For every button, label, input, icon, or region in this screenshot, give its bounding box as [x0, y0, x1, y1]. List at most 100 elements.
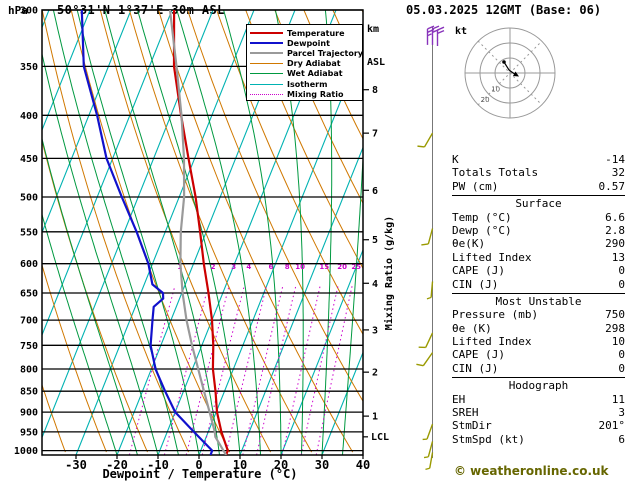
wet-adiabat-line	[321, 10, 333, 455]
parcel-trajectory-curve	[168, 10, 228, 455]
wind-barb	[416, 352, 434, 367]
isotherm-line	[42, 10, 91, 132]
index-label: K	[452, 153, 459, 166]
legend-item-label: Temperature	[287, 28, 345, 38]
index-value: 6	[618, 432, 625, 446]
mixing-ratio-line	[185, 285, 230, 455]
wind-barb-shaft	[426, 423, 434, 440]
wind-barb-half	[422, 438, 428, 441]
section-divider	[452, 195, 625, 197]
index-row: StmDir 201°	[452, 419, 625, 432]
km-tick-label: 4	[372, 279, 378, 290]
section-divider	[452, 377, 625, 379]
legend-line-swatch	[250, 42, 283, 45]
legend-item: Parcel Trajectory	[250, 48, 363, 58]
dry-adiabat-line	[42, 263, 107, 453]
wind-barb-full	[416, 363, 424, 367]
mixing-ratio-line	[315, 285, 353, 455]
wind-barb	[421, 228, 434, 246]
section-divider	[452, 292, 625, 294]
index-row: SREH 3	[452, 406, 625, 419]
mixing-ratio-label: 20	[337, 263, 347, 271]
legend-item: Temperature	[250, 28, 362, 38]
wind-barb-shaft	[422, 352, 434, 367]
dewpoint-curve	[80, 10, 214, 455]
legend-item: Isotherm	[250, 79, 362, 89]
index-value: 290	[605, 237, 625, 251]
pressure-tick-label: 500	[20, 193, 38, 204]
isotherm-line	[239, 146, 363, 455]
temp-tick-label: 20	[274, 458, 288, 472]
index-label: Temp (°C)	[452, 210, 512, 224]
isotherm-line	[75, 10, 255, 455]
wind-barb	[422, 423, 434, 441]
wind-barb-shaft	[429, 452, 434, 469]
hodograph-ring-label: 20	[481, 96, 490, 104]
index-label: StmSpd (kt)	[452, 432, 525, 446]
legend-item-label: Dry Adiabat	[287, 59, 341, 69]
indices-panel: K -14 Totals Totals 32 PW (cm) 0.57 Surface Tem…	[452, 153, 625, 446]
wind-barb-shaft	[427, 441, 434, 458]
wind-barb-shaft	[427, 228, 434, 245]
mixing-ratio-label: 4	[246, 263, 251, 271]
legend-item-label: Isotherm	[287, 79, 328, 89]
pressure-tick-label: 600	[20, 259, 38, 270]
index-value: 32	[611, 166, 625, 180]
hodograph-diagonal	[477, 40, 543, 106]
index-label: StmDir	[452, 419, 492, 433]
index-value: 0	[618, 264, 625, 278]
temperature-curve	[172, 10, 229, 455]
km-tick-label: 8	[372, 85, 378, 96]
wind-barb	[426, 281, 434, 300]
hodograph-trace	[503, 61, 517, 76]
index-value: -14	[605, 153, 625, 166]
index-value: 0	[618, 348, 625, 362]
index-label: CAPE (J)	[452, 348, 505, 362]
lcl-label: LCL	[371, 432, 389, 443]
mixing-ratio-label: 6	[268, 263, 273, 271]
legend-line-swatch	[250, 63, 283, 65]
index-label: θe (K)	[452, 321, 492, 335]
wind-barb-full	[437, 26, 445, 31]
altitude-axis-unit: km ASL	[367, 2, 391, 90]
temp-tick-label: -20	[106, 458, 128, 472]
wet-adiabat-line	[342, 149, 363, 455]
index-label: CIN (J)	[452, 361, 499, 375]
index-value: 750	[605, 308, 625, 322]
index-value: 3	[618, 406, 625, 420]
hodograph-unit-label: kt	[455, 26, 467, 37]
legend-item: Dewpoint	[250, 38, 362, 48]
section-title: Most Unstable	[495, 294, 582, 308]
altitude-unit-asl: ASL	[367, 57, 386, 68]
index-value: 13	[611, 250, 625, 264]
index-row: θe(K) 290	[452, 237, 625, 250]
legend-item-label: Mixing Ratio	[287, 89, 344, 99]
wind-barb	[426, 25, 435, 45]
index-row: Lifted Index 10	[452, 335, 625, 348]
pressure-tick-label: 550	[20, 227, 38, 238]
wind-barb	[436, 26, 445, 46]
pressure-tick-label: 300	[20, 6, 38, 17]
index-value: 2.8	[605, 223, 625, 237]
pressure-tick-label: 900	[20, 408, 38, 419]
wind-barb	[418, 332, 434, 349]
index-value: 0	[618, 277, 625, 291]
wet-adiabat-line	[76, 10, 200, 455]
temp-tick-label: 30	[315, 458, 329, 472]
datetime-title: 05.03.2025 12GMT (Base: 06)	[406, 3, 602, 17]
copyright-text: © weatheronline.co.uk	[454, 464, 609, 478]
chart-border	[41, 9, 364, 456]
index-value: 11	[611, 392, 625, 406]
legend-item: Dry Adiabat	[250, 59, 362, 69]
wind-barb-full	[421, 243, 429, 246]
legend-line-swatch	[250, 93, 283, 95]
isotherm-line	[42, 10, 173, 337]
index-label: PW (cm)	[452, 179, 499, 193]
wet-adiabat-line	[137, 10, 241, 455]
temp-tick-label: -10	[147, 458, 169, 472]
index-value: 201°	[598, 419, 626, 433]
dry-adiabat-line	[42, 10, 189, 453]
index-row: Lifted Index 13	[452, 251, 625, 264]
